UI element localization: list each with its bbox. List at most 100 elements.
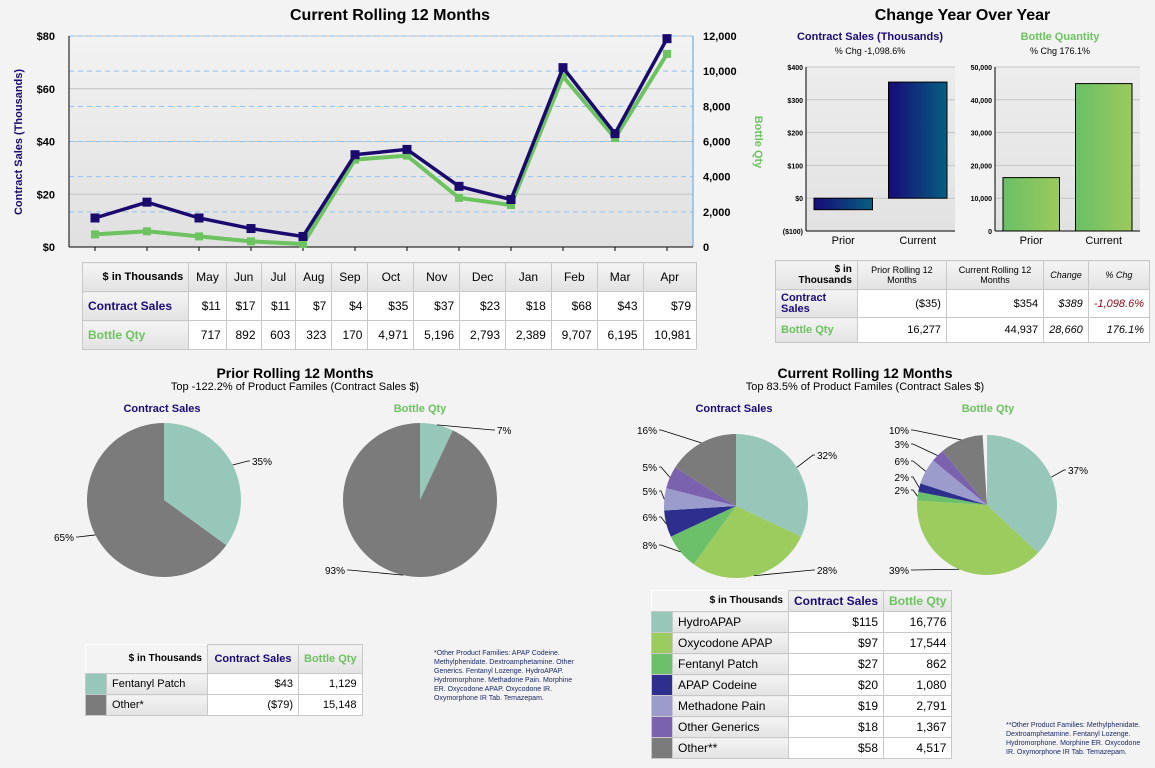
sales-cell: $23 [459, 291, 507, 321]
row-header-sales: Contract Sales [775, 289, 858, 318]
slice-label: 37% [1068, 466, 1088, 477]
yoy-bar-charts: ($100) $0 $100 $200 $300 $400 Prior Current 0 10,… [783, 65, 1140, 247]
bottle-qty-point [507, 200, 515, 209]
bottle-qty-point [195, 232, 203, 241]
sales-cell: $43 [207, 673, 299, 695]
yoy-header: Prior Rolling 12 Months [856, 260, 947, 290]
sales-cell: $68 [550, 291, 598, 321]
yoy-cell: 16,277 [856, 317, 947, 343]
yoy-title: Change Year Over Year [874, 7, 1051, 24]
yoy-sales-title: Contract Sales (Thousands) [796, 31, 944, 43]
current-title: Current Rolling 12 Months [777, 365, 953, 381]
right-axis-label: Bottle Qty [752, 116, 764, 169]
sales-cell: $43 [596, 291, 644, 321]
leader-line [911, 460, 926, 472]
left-axis-label: Contract Sales (Thousands) [13, 69, 25, 215]
current-sales-pie-slice [664, 506, 736, 537]
row-header-sales: Contract Sales [81, 291, 190, 321]
legend-swatch [651, 674, 673, 696]
contract-sales-point [298, 231, 308, 241]
prior-bottle-pie-slice [420, 423, 453, 500]
contract-sales-point [454, 181, 464, 191]
current-table: $ in Thousands Contract Sales Bottle Qty… [651, 590, 953, 759]
sales-cell: $20 [787, 674, 885, 696]
left-tick-label: $0 [43, 242, 55, 254]
month-header: Mar [596, 262, 644, 292]
sales-cell: $79 [642, 291, 698, 321]
prior-bottle-label: Bottle Qty [393, 403, 447, 415]
sales-cell: $11 [188, 291, 227, 321]
tick-label: 20,000 [971, 163, 993, 170]
sales-cell: $19 [787, 695, 885, 717]
sales-cell: $27 [787, 653, 885, 675]
tick-label: 30,000 [971, 131, 993, 138]
prior-footnote: *Other Product Families: APAP Codeine. M… [434, 650, 574, 702]
current-bottle-pie-slice [917, 500, 1039, 575]
current-sales-pie-slice [693, 506, 802, 578]
sales-cell: $7 [295, 291, 333, 321]
leader-line [659, 466, 671, 478]
leader-line [796, 454, 815, 468]
right-tick-label: 12,000 [703, 31, 737, 43]
family-name: Fentanyl Patch [672, 653, 789, 675]
slice-label: 8% [643, 541, 658, 552]
prior-bottle-pie-slice [343, 423, 498, 577]
tick-label: $100 [787, 163, 803, 170]
left-tick-label: $40 [37, 137, 55, 149]
table-corner: $ in Thousands [81, 262, 190, 292]
yoy-header: % Chg [1087, 260, 1151, 290]
contract-sales-point [194, 213, 204, 223]
yoy-cell: 176.1% [1087, 317, 1151, 343]
yoy-bottle-title: Bottle Quantity [1020, 31, 1100, 43]
bottle-cell: 170 [331, 320, 369, 350]
tick-label: ($100) [783, 229, 803, 236]
family-name: Other** [672, 737, 789, 759]
family-name: HydroAPAP [672, 611, 789, 633]
table-row: Fentanyl Patch $43 1,129 [85, 673, 363, 695]
rolling-chart-title: Current Rolling 12 Months [290, 7, 490, 24]
contract-sales-line [94, 37, 669, 239]
yoy-cell: 44,937 [945, 317, 1045, 343]
current-sales-pie-slice [675, 434, 736, 506]
current-bottle-pie-slice [987, 435, 1058, 553]
header-sales: Contract Sales [787, 590, 885, 612]
sales-cell: $17 [225, 291, 262, 321]
legend-swatch [651, 737, 673, 759]
current-bottle-pie-slice [933, 451, 987, 505]
yoy-cell: -1,098.6% [1087, 289, 1151, 318]
current-sales-pie-slice [666, 467, 736, 506]
current-bottle-pie-slice [942, 435, 987, 505]
bottle-qty-point [247, 237, 255, 246]
leader-line [911, 568, 960, 571]
bottle-cell: 15,148 [298, 694, 363, 716]
month-header: Oct [367, 262, 415, 292]
sales-cell: $37 [413, 291, 461, 321]
legend-swatch [651, 695, 673, 717]
tick-label: 0 [988, 229, 992, 236]
bottle-cell: 10,981 [642, 320, 698, 350]
family-name: Other* [106, 694, 208, 716]
prior-title: Prior Rolling 12 Months [216, 365, 374, 381]
prior-sales-label: Contract Sales [123, 403, 201, 415]
slice-label: 32% [817, 451, 837, 462]
bottle-bar-current [1075, 83, 1133, 232]
family-name: APAP Codeine [672, 674, 789, 696]
bottle-cell: 9,707 [550, 320, 598, 350]
row-header-bottles: Bottle Qty [775, 317, 858, 343]
month-header: Apr [642, 262, 698, 292]
leader-line [911, 429, 962, 441]
bottle-cell: 2,791 [883, 695, 953, 717]
legend-swatch [651, 653, 673, 675]
right-tick-label: 8,000 [703, 101, 731, 113]
rolling-table: $ in Thousands May Jun Jul Aug Sep Oct Nov Dec Ja… [81, 262, 698, 350]
current-sales-pie-slice [664, 488, 736, 511]
sales-cell: ($79) [207, 694, 299, 716]
contract-sales-point [246, 224, 256, 234]
yoy-header: Change [1043, 260, 1089, 290]
current-bottle-pie-slice [918, 483, 987, 505]
month-header: Jul [260, 262, 297, 292]
right-tick-label: 0 [703, 242, 709, 254]
table-row: Other** $58 4,517 [651, 737, 953, 759]
bottle-qty-line [94, 52, 669, 247]
tick-label: 10,000 [971, 196, 993, 203]
